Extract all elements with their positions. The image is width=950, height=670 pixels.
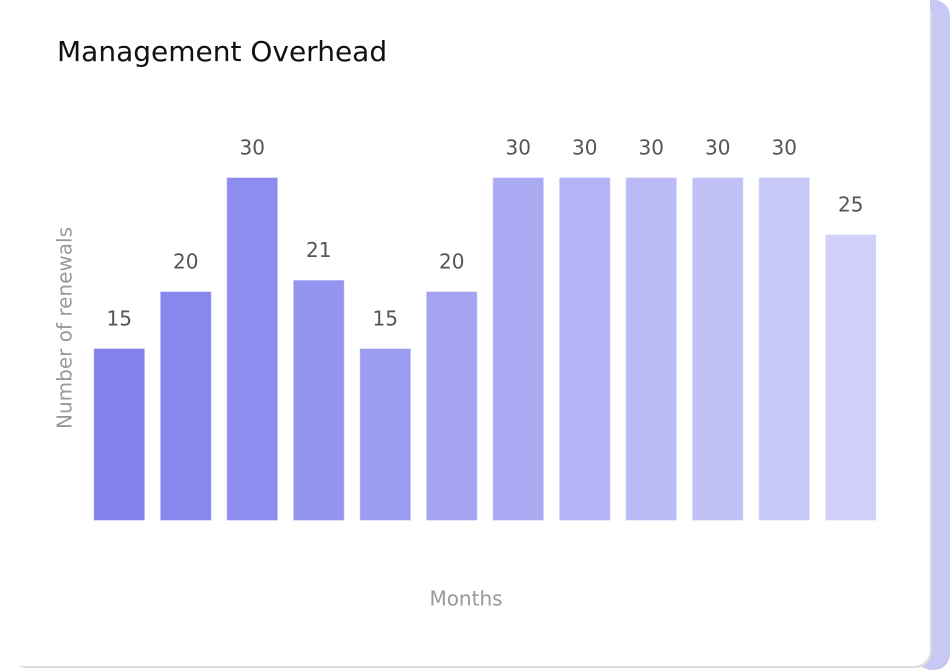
bar: [492, 177, 544, 521]
bar: [93, 348, 145, 521]
chart-title: Management Overhead: [57, 35, 387, 68]
bar: [825, 234, 877, 521]
bar: [226, 177, 278, 521]
y-axis-label: Number of renewals: [53, 227, 77, 429]
value-label: 30: [639, 136, 664, 160]
value-label: 20: [173, 250, 198, 274]
bar: [625, 177, 677, 521]
bar: [758, 177, 810, 521]
bar: [559, 177, 611, 521]
x-axis-label: Months: [429, 587, 502, 611]
bar: [426, 291, 478, 521]
value-label: 30: [772, 136, 797, 160]
value-label: 25: [838, 193, 863, 217]
bar: [160, 291, 212, 521]
bar: [692, 177, 744, 521]
value-label: 15: [107, 307, 132, 331]
value-label: 30: [705, 136, 730, 160]
value-label: 30: [572, 136, 597, 160]
value-label: 30: [240, 136, 265, 160]
value-label: 15: [373, 307, 398, 331]
value-label: 21: [306, 238, 331, 262]
value-label: 20: [439, 250, 464, 274]
bar: [293, 280, 345, 521]
value-label: 30: [506, 136, 531, 160]
bar: [359, 348, 411, 521]
